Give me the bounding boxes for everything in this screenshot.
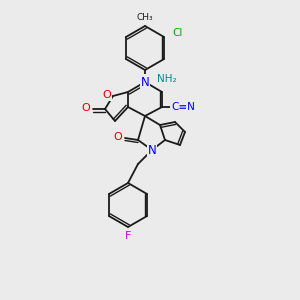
Text: F: F [125, 231, 131, 241]
Text: N: N [141, 76, 149, 88]
Text: NH₂: NH₂ [157, 74, 177, 84]
Text: O: O [82, 103, 90, 113]
Text: CH₃: CH₃ [137, 13, 153, 22]
Text: N: N [148, 143, 156, 157]
Text: O: O [114, 132, 122, 142]
Text: C≡N: C≡N [171, 102, 195, 112]
Text: Cl: Cl [173, 28, 183, 38]
Text: O: O [103, 90, 111, 100]
